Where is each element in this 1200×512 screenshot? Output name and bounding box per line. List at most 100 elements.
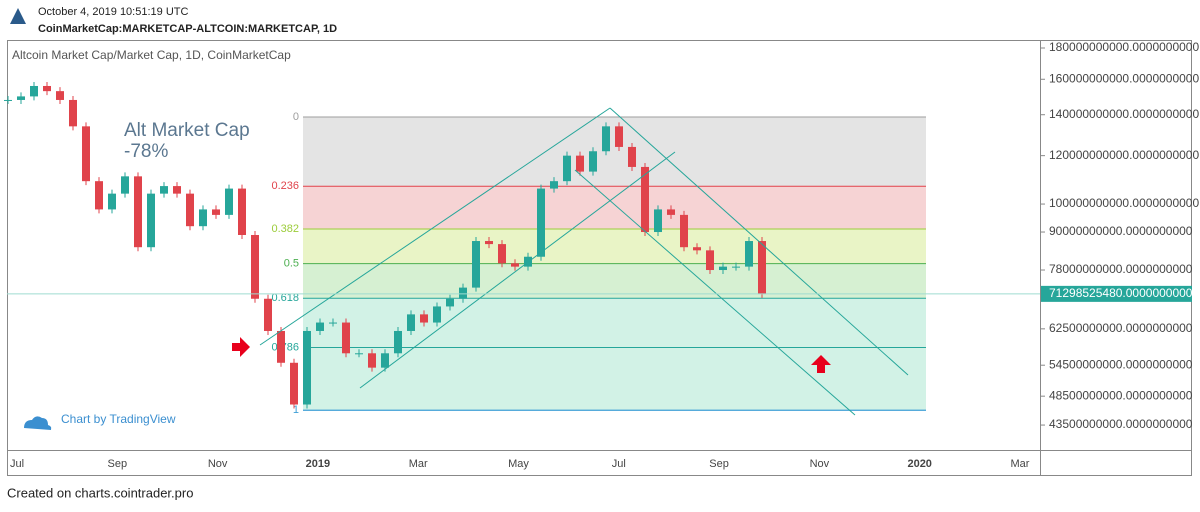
fib-band bbox=[303, 186, 926, 230]
candle bbox=[199, 209, 207, 227]
fib-label: 0 bbox=[293, 111, 299, 123]
candle bbox=[381, 353, 389, 368]
candle bbox=[160, 186, 168, 194]
x-tick-label: Jul bbox=[612, 458, 626, 470]
candle bbox=[706, 250, 714, 271]
candle bbox=[732, 266, 740, 268]
candle bbox=[420, 314, 428, 323]
candle bbox=[95, 181, 103, 210]
y-tick-label: 78000000000.0000000000 bbox=[1049, 262, 1193, 276]
last-price-box bbox=[1041, 285, 1192, 302]
fib-label: 0.236 bbox=[271, 180, 299, 192]
last-price-label: 71298525480.0000000000 bbox=[1049, 286, 1193, 300]
fib-band bbox=[303, 298, 926, 348]
candle bbox=[17, 96, 25, 100]
candle bbox=[758, 241, 766, 294]
candle bbox=[550, 181, 558, 189]
candle bbox=[589, 151, 597, 172]
candle bbox=[433, 306, 441, 323]
candle bbox=[4, 99, 12, 101]
frame bbox=[7, 40, 1192, 476]
plot: 0 0.236 0.382 0.5 0.618 0.786 1 bbox=[4, 81, 926, 416]
candle bbox=[667, 209, 675, 215]
candle bbox=[693, 247, 701, 251]
y-tick-label: 100000000000.0000000000 bbox=[1049, 196, 1199, 210]
fib-band bbox=[303, 347, 926, 411]
y-tick-label: 54500000000.0000000000 bbox=[1049, 357, 1193, 371]
legend-title: Altcoin Market Cap/Market Cap, 1D, CoinM… bbox=[12, 48, 291, 62]
candle bbox=[511, 263, 519, 267]
candle bbox=[290, 362, 298, 405]
candle bbox=[407, 314, 415, 331]
candle bbox=[316, 322, 324, 331]
header-date: October 4, 2019 10:51:19 UTC bbox=[38, 6, 188, 18]
candle bbox=[719, 266, 727, 271]
y-tick-label: 120000000000.0000000000 bbox=[1049, 148, 1199, 162]
footer: Created on charts.cointrader.pro bbox=[7, 485, 193, 500]
candle bbox=[56, 91, 64, 100]
candle bbox=[264, 298, 272, 331]
candle bbox=[121, 176, 129, 194]
candle bbox=[82, 126, 90, 182]
fib-band bbox=[303, 117, 926, 187]
candle bbox=[355, 353, 363, 355]
candle bbox=[641, 166, 649, 233]
candle bbox=[69, 99, 77, 127]
y-tick-label: 90000000000.0000000000 bbox=[1049, 224, 1193, 238]
candle bbox=[654, 209, 662, 233]
candle bbox=[238, 188, 246, 235]
candle bbox=[498, 244, 506, 264]
candle bbox=[459, 287, 467, 299]
candle bbox=[745, 241, 753, 267]
trend-lines bbox=[259, 107, 909, 416]
x-tick-label: Sep bbox=[709, 458, 729, 470]
fib-band bbox=[303, 263, 926, 299]
watermark[interactable]: Chart by TradingView bbox=[61, 412, 176, 426]
candle bbox=[485, 241, 493, 245]
candle bbox=[134, 176, 142, 248]
candle bbox=[225, 188, 233, 215]
candle bbox=[30, 85, 38, 97]
arrow-right bbox=[232, 337, 250, 357]
fib-label: 0.382 bbox=[271, 223, 299, 235]
candle bbox=[472, 241, 480, 288]
candle bbox=[212, 209, 220, 215]
x-tick-label: Mar bbox=[1011, 458, 1030, 470]
candle bbox=[368, 353, 376, 368]
x-tick-label: Nov bbox=[208, 458, 228, 470]
x-tick-label: 2020 bbox=[907, 458, 931, 470]
y-tick-label: 140000000000.0000000000 bbox=[1049, 107, 1199, 121]
fib-label: 1 bbox=[293, 404, 299, 416]
x-tick-label: Nov bbox=[810, 458, 830, 470]
candle bbox=[446, 298, 454, 307]
fib-label: 0.618 bbox=[271, 292, 299, 304]
annotation: -78% bbox=[124, 141, 168, 162]
y-tick-label: 160000000000.0000000000 bbox=[1049, 71, 1199, 85]
candle bbox=[615, 126, 623, 147]
candle bbox=[43, 85, 51, 92]
x-tick-label: Sep bbox=[108, 458, 128, 470]
candle bbox=[186, 193, 194, 227]
x-tick-label: May bbox=[508, 458, 529, 470]
y-tick-label: 43500000000.0000000000 bbox=[1049, 417, 1193, 431]
candle bbox=[537, 188, 545, 257]
y-tick-label: 180000000000.0000000000 bbox=[1049, 40, 1199, 54]
annotation: Alt Market Cap bbox=[124, 120, 250, 141]
header-symbol: CoinMarketCap:MARKETCAP-ALTCOIN:MARKETCA… bbox=[38, 23, 337, 35]
candle bbox=[277, 330, 285, 363]
candle bbox=[303, 330, 311, 405]
candle bbox=[108, 193, 116, 210]
candle bbox=[628, 146, 636, 167]
x-tick-label: 2019 bbox=[306, 458, 330, 470]
fib-label: 0.5 bbox=[284, 258, 299, 270]
tv-icon bbox=[24, 416, 52, 430]
candle bbox=[602, 126, 610, 152]
candle bbox=[680, 214, 688, 248]
logo bbox=[10, 8, 26, 24]
candle bbox=[147, 193, 155, 248]
candle bbox=[394, 330, 402, 354]
fib-label: 0.786 bbox=[271, 341, 299, 353]
candle bbox=[563, 155, 571, 182]
y-tick-label: 62500000000.0000000000 bbox=[1049, 321, 1193, 335]
